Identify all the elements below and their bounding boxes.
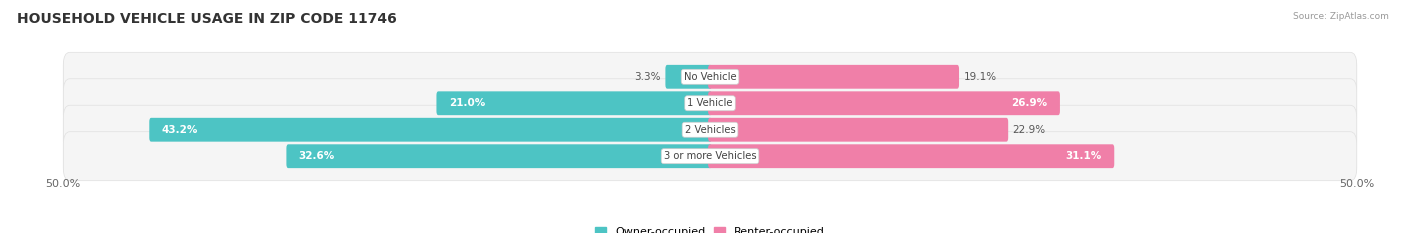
FancyBboxPatch shape <box>63 53 1357 101</box>
Text: 19.1%: 19.1% <box>963 72 997 82</box>
Text: 26.9%: 26.9% <box>1011 98 1047 108</box>
FancyBboxPatch shape <box>63 106 1357 154</box>
FancyBboxPatch shape <box>63 132 1357 181</box>
Text: 3 or more Vehicles: 3 or more Vehicles <box>664 151 756 161</box>
Text: 3.3%: 3.3% <box>634 72 661 82</box>
FancyBboxPatch shape <box>63 79 1357 127</box>
FancyBboxPatch shape <box>287 144 711 168</box>
FancyBboxPatch shape <box>709 65 959 89</box>
Text: HOUSEHOLD VEHICLE USAGE IN ZIP CODE 11746: HOUSEHOLD VEHICLE USAGE IN ZIP CODE 1174… <box>17 12 396 26</box>
Text: 43.2%: 43.2% <box>162 125 198 135</box>
Text: 22.9%: 22.9% <box>1012 125 1046 135</box>
FancyBboxPatch shape <box>709 91 1060 115</box>
Text: 1 Vehicle: 1 Vehicle <box>688 98 733 108</box>
Text: No Vehicle: No Vehicle <box>683 72 737 82</box>
FancyBboxPatch shape <box>63 79 1357 128</box>
FancyBboxPatch shape <box>709 144 1115 168</box>
FancyBboxPatch shape <box>149 118 711 142</box>
FancyBboxPatch shape <box>665 65 711 89</box>
FancyBboxPatch shape <box>436 91 711 115</box>
FancyBboxPatch shape <box>709 118 1008 142</box>
Text: 2 Vehicles: 2 Vehicles <box>685 125 735 135</box>
Text: 32.6%: 32.6% <box>298 151 335 161</box>
FancyBboxPatch shape <box>63 132 1357 180</box>
Text: Source: ZipAtlas.com: Source: ZipAtlas.com <box>1294 12 1389 21</box>
Text: 21.0%: 21.0% <box>449 98 485 108</box>
Legend: Owner-occupied, Renter-occupied: Owner-occupied, Renter-occupied <box>591 223 830 233</box>
Text: 31.1%: 31.1% <box>1066 151 1102 161</box>
FancyBboxPatch shape <box>63 105 1357 154</box>
FancyBboxPatch shape <box>63 52 1357 101</box>
